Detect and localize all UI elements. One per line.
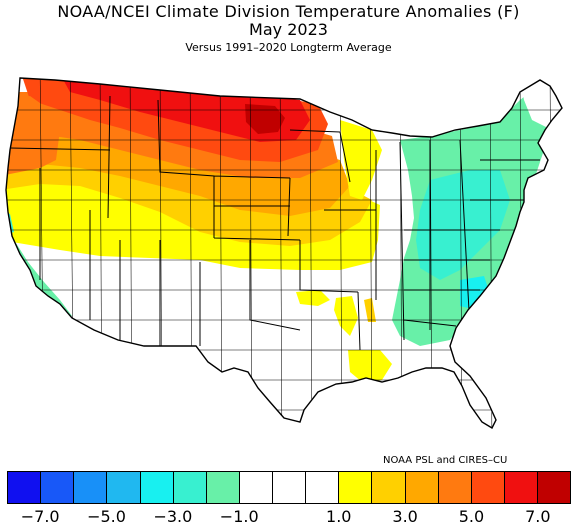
colorbar-cell: [107, 472, 141, 503]
colorbar-cell: [140, 472, 174, 503]
state-borders: [9, 95, 540, 351]
colorbar-cell: [538, 472, 571, 503]
anomaly-fill-layer: [6, 78, 562, 428]
colorbar: [7, 471, 571, 504]
map-period: May 2023: [249, 20, 328, 39]
colorbar-tick-label: 7.0: [525, 507, 551, 526]
colorbar-cell: [306, 472, 340, 503]
map-title: NOAA/NCEI Climate Division Temperature A…: [57, 2, 520, 21]
colorbar-cell: [74, 472, 108, 503]
colorbar-cell: [8, 472, 42, 503]
colorbar-cell: [405, 472, 439, 503]
colorbar-cell: [239, 472, 273, 503]
colorbar-tick-label: −5.0: [87, 507, 126, 526]
colorbar-cell: [339, 472, 373, 503]
colorbar-tick-label: −7.0: [20, 507, 60, 526]
map-credit: NOAA PSL and CIRES–CU: [383, 455, 508, 466]
colorbar-tick-label: −3.0: [153, 507, 193, 526]
colorbar-cell: [273, 472, 307, 503]
colorbar-cell: [173, 472, 207, 503]
colorbar-tick-label: −1.0: [219, 507, 259, 526]
map-subtitle: Versus 1991–2020 Longterm Average: [185, 41, 392, 54]
colorbar-cell: [41, 472, 75, 503]
colorbar-cell: [438, 472, 472, 503]
colorbar-cell: [206, 472, 240, 503]
colorbar-cell: [471, 472, 505, 503]
colorbar-tick-label: 1.0: [326, 507, 352, 526]
colorbar-cell: [372, 472, 406, 503]
climate-division-map: [5, 77, 563, 429]
colorbar-tick-label: 3.0: [392, 507, 418, 526]
colorbar-cell: [504, 472, 538, 503]
colorbar-tick-label: 5.0: [458, 507, 485, 526]
